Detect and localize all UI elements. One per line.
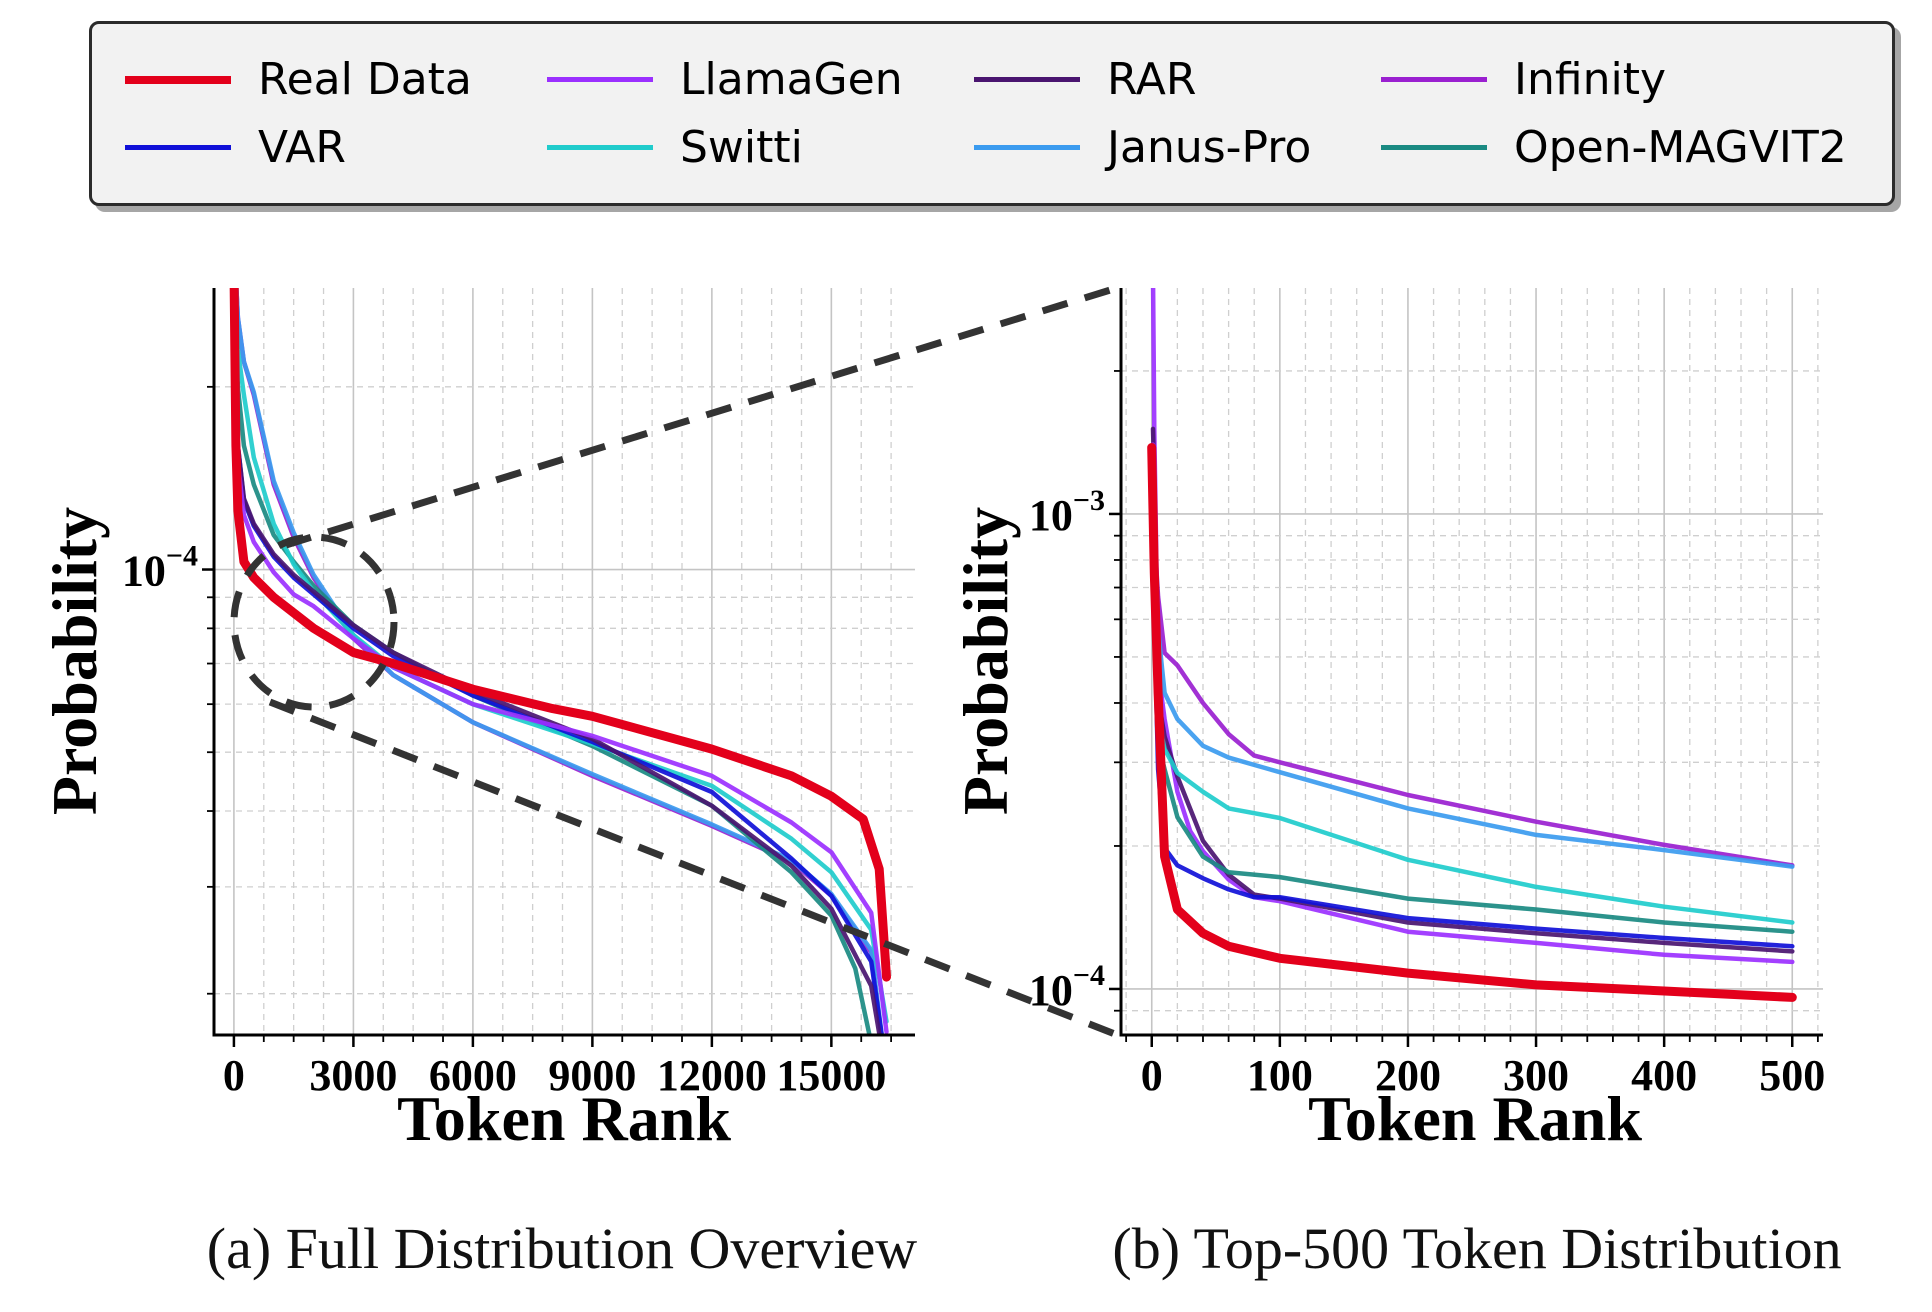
legend-label: LlamaGen (680, 54, 903, 105)
y-tick-label: 10−3 (1029, 484, 1105, 540)
grid (1121, 288, 1823, 1035)
x-tick-label: 6000 (429, 1051, 517, 1100)
y-axis-label: Probability (39, 507, 110, 815)
caption-a: (a) Full Distribution Overview (206, 1216, 918, 1281)
legend-line-swatch (974, 77, 1080, 82)
y-tick-label-exponent: −3 (1073, 484, 1105, 517)
legend-line-swatch (547, 145, 653, 150)
x-tick-label: 12000 (657, 1051, 767, 1100)
x-tick-label: 200 (1375, 1051, 1441, 1100)
series-line-llamagen (231, 336, 889, 1035)
legend-label: VAR (258, 122, 346, 173)
y-tick-label-exponent: −4 (1073, 959, 1105, 992)
legend-line-swatch (125, 145, 231, 150)
series-line-real-data (1147, 443, 1797, 1002)
legend-line-swatch (1381, 145, 1487, 150)
y-tick-label-base: 10 (1029, 491, 1073, 540)
x-tick-label: 15000 (776, 1051, 886, 1100)
caption-b: (b) Top-500 Token Distribution (1112, 1216, 1842, 1281)
y-tick-label-exponent: −4 (166, 540, 198, 573)
series-line-var (231, 336, 885, 1035)
legend: Real Data LlamaGen RAR Infinity VAR Switti Jan… (89, 21, 1895, 206)
x-tick-label: 500 (1759, 1051, 1825, 1100)
legend-label: Janus-Pro (1107, 122, 1312, 173)
series-line-var (1150, 492, 1795, 949)
series-line-janus-pro (234, 288, 884, 1035)
legend-line-swatch (547, 77, 653, 82)
series-line-switti (1150, 492, 1795, 925)
series-line-infinity (234, 288, 884, 1035)
series-line-rar (231, 336, 882, 1035)
legend-label: Real Data (258, 54, 472, 105)
x-tick-label: 300 (1503, 1051, 1569, 1100)
x-tick-label: 100 (1247, 1051, 1313, 1100)
x-tick-label: 0 (223, 1051, 245, 1100)
grid (214, 288, 915, 1035)
x-tick-label: 9000 (548, 1051, 636, 1100)
legend-label: Switti (680, 122, 803, 173)
zoom-connector-bottom (268, 698, 1122, 1040)
x-tick-label: 0 (1141, 1051, 1163, 1100)
y-tick-label: 10−4 (122, 540, 198, 596)
zoom-indicator (230, 283, 1122, 1040)
x-tick-label: 3000 (309, 1051, 397, 1100)
series-line-real-data (229, 288, 891, 982)
y-tick-label-base: 10 (122, 547, 166, 596)
legend-line-swatch (1381, 77, 1487, 82)
series-line-open-magvit2 (231, 288, 872, 1035)
y-axis-label: Probability (950, 507, 1021, 815)
zoom-region-ellipse (230, 533, 398, 711)
panel-full-distribution: 0 3000 6000 9000 12000 15000 10−4 Token Rank Pro… (39, 288, 915, 1154)
y-tick-label: 10−4 (1029, 959, 1105, 1015)
legend-label: RAR (1107, 54, 1197, 105)
x-tick-label: 400 (1631, 1051, 1697, 1100)
legend-line-swatch (125, 76, 231, 84)
series-line-infinity (1150, 442, 1795, 868)
legend-label: Open-MAGVIT2 (1514, 122, 1847, 173)
zoom-connector-top (284, 283, 1122, 549)
series-group (1147, 288, 1797, 1002)
x-axis-label: Token Rank (397, 1083, 731, 1154)
legend-label: Infinity (1514, 54, 1666, 105)
series-group (229, 288, 891, 1035)
x-axis-label: Token Rank (1308, 1083, 1642, 1154)
legend-line-swatch (974, 145, 1080, 150)
